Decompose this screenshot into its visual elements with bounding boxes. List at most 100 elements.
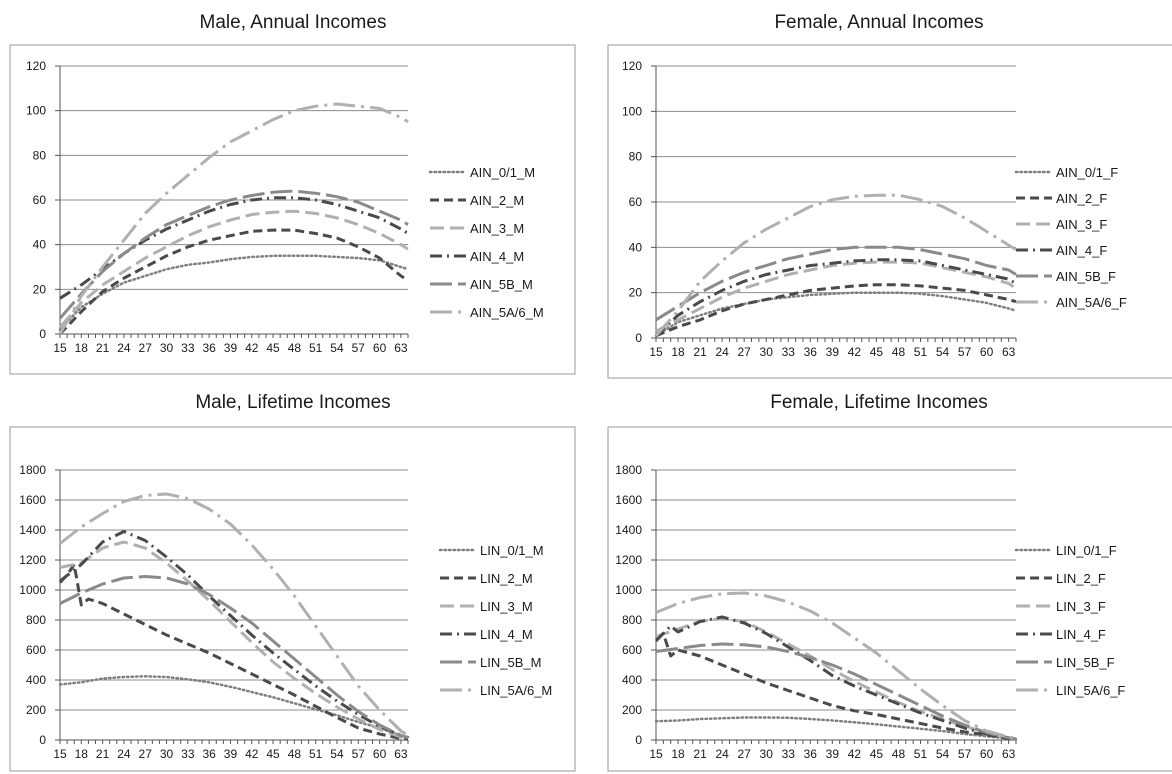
legend-label: LIN_3_F xyxy=(1056,599,1106,614)
x-tick-label: 45 xyxy=(870,747,884,761)
x-tick-label: 48 xyxy=(892,747,906,761)
x-tick-label: 36 xyxy=(804,747,818,761)
series-line xyxy=(654,615,1017,741)
y-tick-label: 1200 xyxy=(19,553,46,567)
x-tick-label: 21 xyxy=(96,747,110,761)
series-line xyxy=(59,530,409,740)
y-tick-label: 800 xyxy=(622,613,642,627)
chart-male-annual: Male, Annual Incomes 0 20 40 60 80 100 120 15 18… xyxy=(0,0,586,387)
legend-label: LIN_2_M xyxy=(480,571,533,586)
series-line xyxy=(654,291,1018,337)
legend-label: AIN_5B_F xyxy=(1056,269,1116,284)
x-tick-label: 18 xyxy=(671,747,685,761)
y-tick-label: 1800 xyxy=(615,463,642,477)
x-tick-label: 45 xyxy=(266,341,280,355)
y-tick-label: 200 xyxy=(26,703,46,717)
legend-label: AIN_4_M xyxy=(470,249,524,264)
y-tick-label: 0 xyxy=(39,327,46,341)
x-tick-label: 27 xyxy=(737,747,751,761)
y-tick-label: 400 xyxy=(26,673,46,687)
y-tick-label: 1000 xyxy=(615,583,642,597)
chart-female-annual: Female, Annual Incomes 0 20 40 60 80 100 120 15… xyxy=(586,0,1172,387)
series-line xyxy=(59,196,409,300)
legend-label: AIN_5B_M xyxy=(470,277,533,292)
y-tick-label: 600 xyxy=(622,643,642,657)
series-line xyxy=(655,260,1017,333)
x-tick-label: 18 xyxy=(671,345,685,359)
y-tick-label: 80 xyxy=(629,150,643,164)
series-line xyxy=(655,591,1017,740)
x-tick-label: 15 xyxy=(649,345,663,359)
x-tick-label: 63 xyxy=(1002,345,1016,359)
y-tick-label: 1400 xyxy=(19,523,46,537)
series-line xyxy=(58,102,409,335)
x-tick-label: 42 xyxy=(245,747,259,761)
series-line xyxy=(59,492,409,737)
x-tick-label: 60 xyxy=(980,345,994,359)
legend-label: AIN_2_F xyxy=(1056,191,1107,206)
x-tick-label: 45 xyxy=(266,747,280,761)
y-tick-label: 120 xyxy=(622,59,642,73)
x-tick-label: 24 xyxy=(117,341,131,355)
x-tick-label: 27 xyxy=(737,345,751,359)
y-tick-label: 20 xyxy=(33,282,47,296)
y-tick-label: 1800 xyxy=(19,463,46,477)
y-tick-label: 1200 xyxy=(615,553,642,567)
x-tick-label: 27 xyxy=(139,341,153,355)
legend-label: LIN_5A/6_F xyxy=(1056,683,1125,698)
y-tick-label: 100 xyxy=(622,104,642,118)
legend-label: AIN_2_M xyxy=(470,193,524,208)
x-tick-label: 51 xyxy=(914,345,928,359)
series-line xyxy=(58,189,409,320)
chart-title: Male, Lifetime Incomes xyxy=(195,392,391,413)
series-line xyxy=(59,540,409,740)
x-tick-label: 54 xyxy=(330,747,344,761)
legend-label: AIN_3_M xyxy=(470,221,524,236)
y-tick-label: 100 xyxy=(26,104,46,118)
chart-border xyxy=(9,426,576,772)
series-line xyxy=(654,193,1017,337)
legend-label: LIN_0/1_F xyxy=(1056,543,1117,558)
x-tick-label: 18 xyxy=(75,341,89,355)
legend-label: LIN_5B_F xyxy=(1056,655,1115,670)
x-tick-label: 33 xyxy=(782,345,796,359)
y-tick-label: 0 xyxy=(39,733,46,747)
chart-male-lifetime: Male, Lifetime Incomes 0 200 400 600 800 1000… xyxy=(0,387,586,774)
y-tick-label: 1000 xyxy=(19,583,46,597)
series-line xyxy=(654,258,1017,337)
series-line xyxy=(655,283,1017,338)
chart-title: Male, Annual Incomes xyxy=(199,12,387,33)
x-tick-label: 33 xyxy=(181,747,195,761)
chart-title: Female, Lifetime Incomes xyxy=(770,392,988,413)
x-tick-label: 33 xyxy=(181,341,195,355)
x-tick-label: 48 xyxy=(892,345,906,359)
legend-label: LIN_4_M xyxy=(480,627,533,642)
x-tick-label: 36 xyxy=(202,341,216,355)
chart-svg: 0 20 40 60 80 100 120 15 18 21 24 27 30 33 36 39 42 45 48 5… xyxy=(607,44,1172,379)
x-tick-label: 39 xyxy=(224,747,238,761)
y-tick-label: 60 xyxy=(629,195,643,209)
x-tick-label: 51 xyxy=(309,747,323,761)
y-tick-label: 80 xyxy=(33,148,47,162)
x-tick-label: 57 xyxy=(958,747,972,761)
x-tick-label: 54 xyxy=(936,747,950,761)
chart-title: Female, Annual Incomes xyxy=(774,12,984,33)
series-line xyxy=(58,209,409,329)
legend-label: LIN_4_F xyxy=(1056,627,1106,642)
y-tick-label: 0 xyxy=(635,733,642,747)
x-tick-label: 27 xyxy=(139,747,153,761)
x-tick-label: 33 xyxy=(782,747,796,761)
legend-label: AIN_4_F xyxy=(1056,243,1107,258)
x-tick-label: 60 xyxy=(373,341,387,355)
x-tick-label: 63 xyxy=(394,747,408,761)
legend-label: LIN_0/1_M xyxy=(480,543,544,558)
legend-label: AIN_0/1_F xyxy=(1056,165,1118,180)
y-tick-label: 0 xyxy=(635,331,642,345)
x-tick-label: 24 xyxy=(715,345,729,359)
x-tick-label: 24 xyxy=(715,747,729,761)
x-tick-label: 51 xyxy=(309,341,323,355)
chart-border xyxy=(9,44,576,375)
x-tick-label: 15 xyxy=(649,747,663,761)
x-tick-label: 39 xyxy=(826,345,840,359)
x-tick-label: 63 xyxy=(1002,747,1016,761)
